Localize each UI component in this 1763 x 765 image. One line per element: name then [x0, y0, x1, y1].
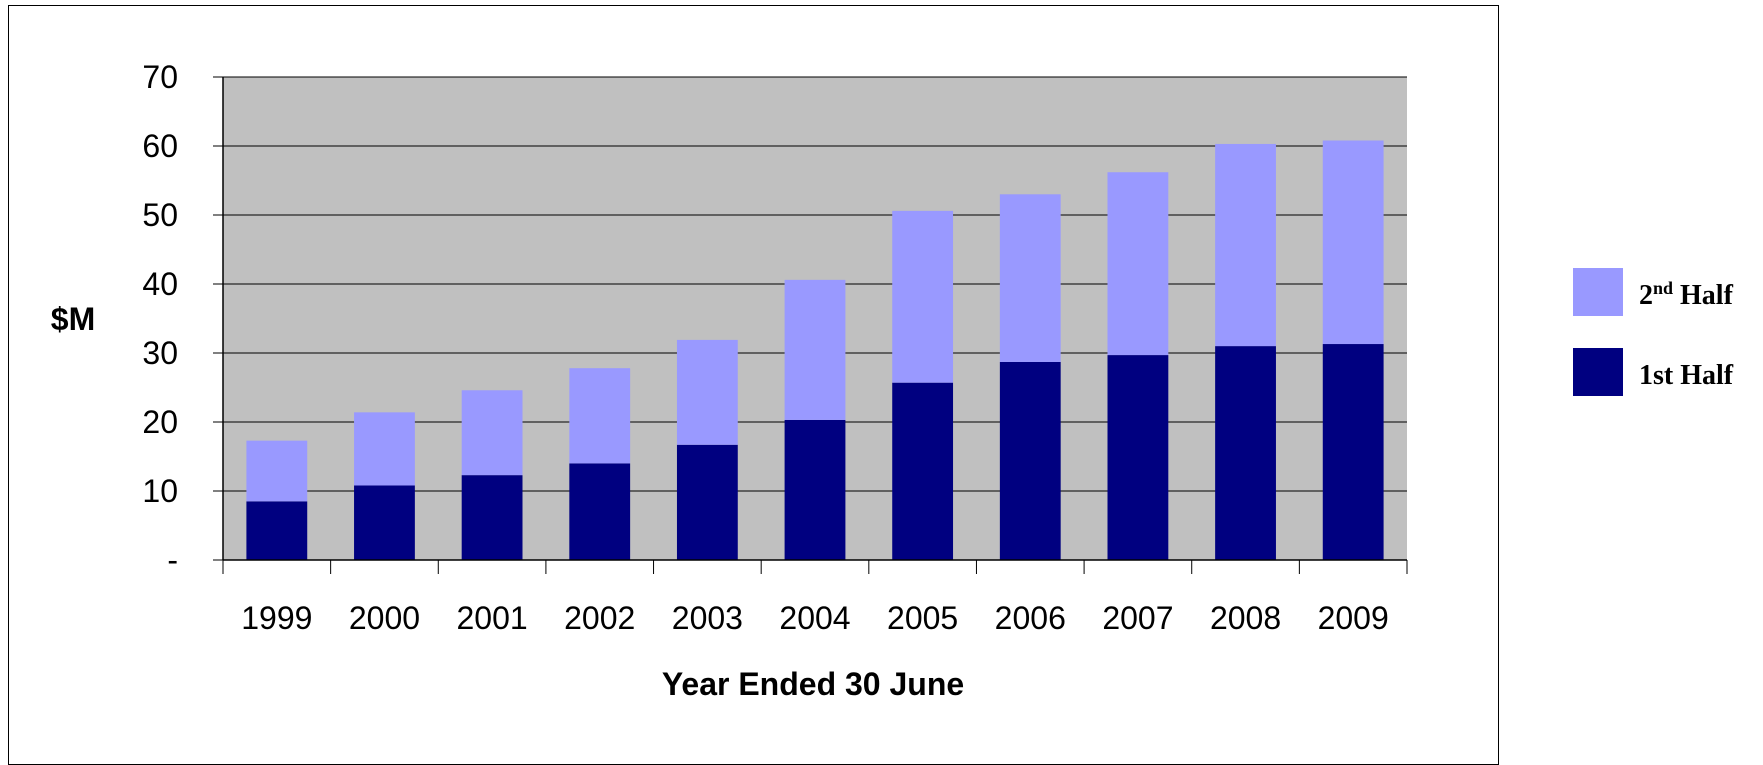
x-tick-label: 2001 — [456, 600, 527, 636]
x-axis-title: Year Ended 30 June — [662, 666, 964, 702]
bar-2nd-half — [892, 210, 954, 383]
y-tick-label: - — [167, 542, 178, 578]
legend-label: 2nd Half — [1639, 278, 1734, 311]
legend-swatch — [1573, 268, 1623, 316]
bar-2nd-half — [676, 339, 738, 445]
bar-1st-half — [1107, 355, 1169, 560]
bar-2nd-half — [246, 440, 308, 502]
bar-1st-half — [892, 382, 954, 560]
y-tick-label: 20 — [142, 404, 178, 440]
x-tick-label: 2005 — [887, 600, 958, 636]
bar-1st-half — [784, 419, 846, 560]
legend-swatch — [1573, 348, 1623, 396]
x-tick-labels: 1999 2000 2001 2002 2003 2004 2005 2006 2007 2008… — [241, 600, 1389, 636]
legend: 2nd Half 1st Half — [1573, 268, 1734, 396]
bar-2nd-half — [784, 279, 846, 420]
bar-1st-half — [246, 501, 308, 560]
x-tick-label: 1999 — [241, 600, 312, 636]
y-tick-label: 70 — [142, 59, 178, 95]
x-tick-label: 2006 — [995, 600, 1066, 636]
y-tick-label: 60 — [142, 128, 178, 164]
x-tick-label: 2007 — [1102, 600, 1173, 636]
bar-2nd-half — [461, 390, 523, 476]
bar-2nd-half — [354, 412, 415, 486]
y-tick-label: 10 — [142, 473, 178, 509]
bar-2nd-half — [1215, 143, 1276, 347]
bars — [246, 140, 1384, 560]
y-axis-title: $M — [51, 301, 95, 337]
bar-1st-half — [354, 485, 415, 560]
bar-1st-half — [569, 463, 631, 560]
y-tick-label: 30 — [142, 335, 178, 371]
bar-1st-half — [1322, 344, 1384, 560]
bar-2nd-half — [569, 368, 631, 464]
y-tick-label: 50 — [142, 197, 178, 233]
bar-2nd-half — [999, 194, 1061, 362]
x-tick-label: 2008 — [1210, 600, 1281, 636]
y-tick-labels: - 10 20 30 40 50 60 70 — [142, 59, 178, 578]
x-tick-label: 2009 — [1318, 600, 1389, 636]
bar-1st-half — [999, 361, 1061, 560]
x-tick-label: 2003 — [672, 600, 743, 636]
axes — [213, 76, 1408, 574]
x-tick-label: 2000 — [349, 600, 420, 636]
x-tick-label: 2002 — [564, 600, 635, 636]
legend-label: 1st Half — [1639, 360, 1734, 391]
bar-1st-half — [1215, 346, 1276, 560]
bar-2nd-half — [1107, 172, 1169, 356]
bar-1st-half — [676, 444, 738, 560]
x-tick-label: 2004 — [779, 600, 850, 636]
y-tick-label: 40 — [142, 266, 178, 302]
bar-1st-half — [461, 475, 523, 560]
bar-2nd-half — [1322, 140, 1384, 345]
